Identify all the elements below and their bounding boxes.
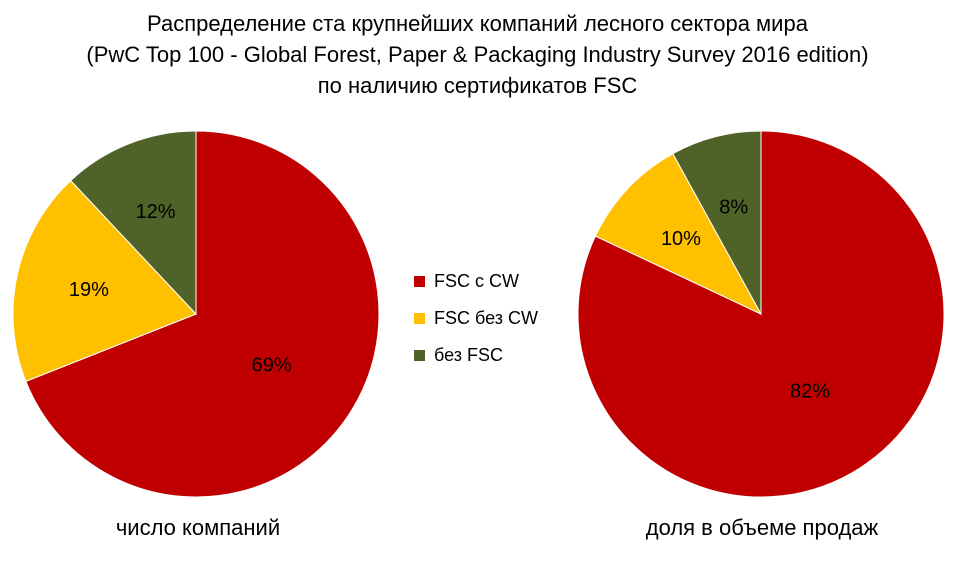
chart-title: Распределение ста крупнейших компаний ле… xyxy=(0,8,955,101)
legend-item-fsc-cw: FSC с CW xyxy=(414,263,564,300)
pie1-label-fsc-cw: 82% xyxy=(790,380,830,402)
legend-item-no-fsc: без FSC xyxy=(414,337,564,374)
pie1-label-fsc-no-cw: 10% xyxy=(661,228,701,250)
title-line-1: Распределение ста крупнейших компаний ле… xyxy=(147,11,808,36)
legend-swatch-no-fsc xyxy=(414,350,425,361)
pie0-slice-fsc-cw xyxy=(25,130,380,498)
pie0-label-no-fsc: 12% xyxy=(136,201,176,223)
pie1-slice-fsc-no-cw xyxy=(594,152,763,316)
legend-label-fsc-cw: FSC с CW xyxy=(434,271,519,291)
pie-caption-companies: число компаний xyxy=(115,515,281,540)
title-line-2: (PwC Top 100 - Global Forest, Paper & Pa… xyxy=(86,42,869,67)
legend-swatch-fsc-cw xyxy=(414,276,425,287)
legend-item-fsc-no-cw: FSC без CW xyxy=(414,300,564,337)
pie0-label-fsc-no-cw: 19% xyxy=(69,279,109,301)
pie0-slice-fsc-no-cw xyxy=(12,179,197,383)
legend: FSC с CW FSC без CW без FSC xyxy=(414,263,564,374)
pie-chart-companies: 69% 19% 12% xyxy=(12,130,380,498)
title-line-3: по наличию сертификатов FSC xyxy=(317,73,638,98)
legend-label-fsc-no-cw: FSC без CW xyxy=(434,308,538,328)
pie-chart-sales: 82% 10% 8% xyxy=(577,130,945,498)
pie0-label-fsc-cw: 69% xyxy=(252,354,292,376)
pie1-label-no-fsc: 8% xyxy=(719,197,748,219)
pie1-slice-no-fsc xyxy=(672,130,762,315)
pie0-slice-no-fsc xyxy=(70,130,197,316)
legend-swatch-fsc-no-cw xyxy=(414,313,425,324)
legend-label-no-fsc: без FSC xyxy=(434,345,503,365)
pie-caption-sales: доля в объеме продаж xyxy=(645,515,879,540)
